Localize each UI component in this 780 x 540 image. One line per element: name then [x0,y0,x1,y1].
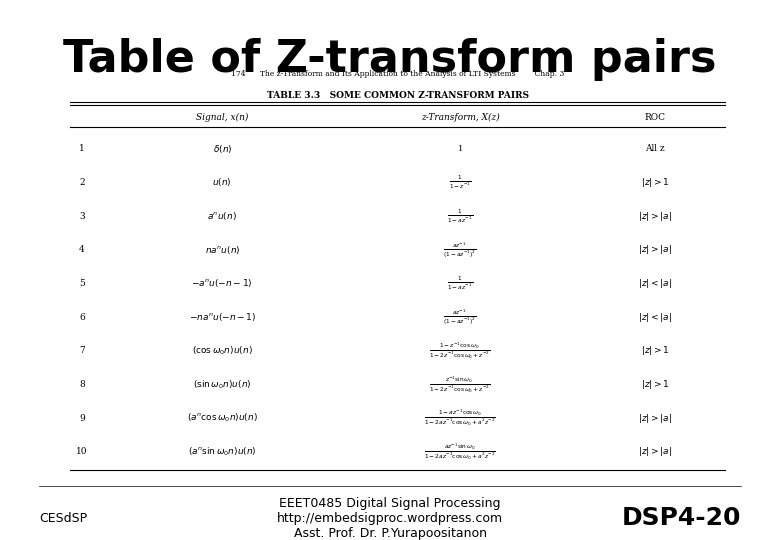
Text: $\frac{1-az^{-1}\cos\omega_0}{1-2az^{-1}\cos\omega_0+a^2z^{-2}}$: $\frac{1-az^{-1}\cos\omega_0}{1-2az^{-1}… [424,408,496,428]
Text: $u(n)$: $u(n)$ [212,176,232,188]
Text: $\frac{1}{1-az^{-1}}$: $\frac{1}{1-az^{-1}}$ [447,275,473,292]
Text: 1: 1 [79,144,85,153]
Text: TABLE 3.3   SOME COMMON Z-TRANSFORM PAIRS: TABLE 3.3 SOME COMMON Z-TRANSFORM PAIRS [267,91,529,100]
Text: $na^n u(n)$: $na^n u(n)$ [204,244,240,256]
Text: EEET0485 Digital Signal Processing
http://embedsigproc.wordpress.com
Asst. Prof.: EEET0485 Digital Signal Processing http:… [277,497,503,540]
Text: 8: 8 [79,380,85,389]
Text: $|z|>|a|$: $|z|>|a|$ [638,411,672,424]
Text: 4: 4 [79,245,85,254]
Text: CESdSP: CESdSP [39,512,87,525]
Text: 174      The z-Transform and Its Application to the Analysis of LTI Systems     : 174 The z-Transform and Its Application … [231,70,565,78]
Text: Signal, x(n): Signal, x(n) [196,113,249,122]
Text: $\delta(n)$: $\delta(n)$ [213,143,232,154]
Text: $|z|>|a|$: $|z|>|a|$ [638,243,672,256]
Text: 6: 6 [79,313,85,322]
Text: 9: 9 [79,414,85,423]
Text: 1: 1 [458,145,463,153]
Text: 7: 7 [79,346,85,355]
Text: $\frac{1}{1-z^{-1}}$: $\frac{1}{1-z^{-1}}$ [449,174,471,191]
Text: Table of Z-transform pairs: Table of Z-transform pairs [63,38,717,81]
Text: $\frac{1-z^{-1}\cos\omega_0}{1-2z^{-1}\cos\omega_0+z^{-2}}$: $\frac{1-z^{-1}\cos\omega_0}{1-2z^{-1}\c… [430,341,491,361]
Text: $|z|>1$: $|z|>1$ [641,176,669,189]
Text: $|z|>|a|$: $|z|>|a|$ [638,446,672,458]
Text: 5: 5 [79,279,85,288]
Text: $|z|>1$: $|z|>1$ [641,378,669,391]
Text: $\frac{1}{1-az^{-1}}$: $\frac{1}{1-az^{-1}}$ [447,207,473,225]
Text: $\frac{az^{-1}\sin\omega_0}{1-2az^{-1}\cos\omega_0+a^2z^{-2}}$: $\frac{az^{-1}\sin\omega_0}{1-2az^{-1}\c… [424,442,496,462]
Text: DSP4-20: DSP4-20 [622,507,741,530]
Text: $a^n u(n)$: $a^n u(n)$ [207,210,237,222]
Text: $|z|>|a|$: $|z|>|a|$ [638,210,672,222]
Text: $(\sin\omega_0 n)u(n)$: $(\sin\omega_0 n)u(n)$ [193,378,252,391]
Text: ROC: ROC [645,113,665,122]
Text: $|z|<|a|$: $|z|<|a|$ [638,277,672,290]
Text: 2: 2 [79,178,85,187]
Text: $-na^n u(-n-1)$: $-na^n u(-n-1)$ [189,311,256,323]
Text: $\frac{z^{-1}\sin\omega_0}{1-2z^{-1}\cos\omega_0+z^{-2}}$: $\frac{z^{-1}\sin\omega_0}{1-2z^{-1}\cos… [430,374,491,395]
Text: $|z|>1$: $|z|>1$ [641,345,669,357]
Text: 10: 10 [76,447,87,456]
Text: $(\cos\omega_0 n)u(n)$: $(\cos\omega_0 n)u(n)$ [192,345,253,357]
Text: $(a^n\sin\omega_0 n)u(n)$: $(a^n\sin\omega_0 n)u(n)$ [188,446,257,458]
Text: $-a^n u(-n-1)$: $-a^n u(-n-1)$ [191,278,254,289]
Text: $(a^n\cos\omega_0 n)u(n)$: $(a^n\cos\omega_0 n)u(n)$ [187,412,257,424]
Text: All z: All z [645,144,665,153]
Text: z-Transform, X(z): z-Transform, X(z) [421,113,499,122]
Text: $\frac{az^{-1}}{(1-az^{-1})^2}$: $\frac{az^{-1}}{(1-az^{-1})^2}$ [444,307,477,327]
Text: $\frac{az^{-1}}{(1-az^{-1})^2}$: $\frac{az^{-1}}{(1-az^{-1})^2}$ [444,240,477,260]
Text: 3: 3 [79,212,85,220]
Text: $|z|<|a|$: $|z|<|a|$ [638,310,672,323]
